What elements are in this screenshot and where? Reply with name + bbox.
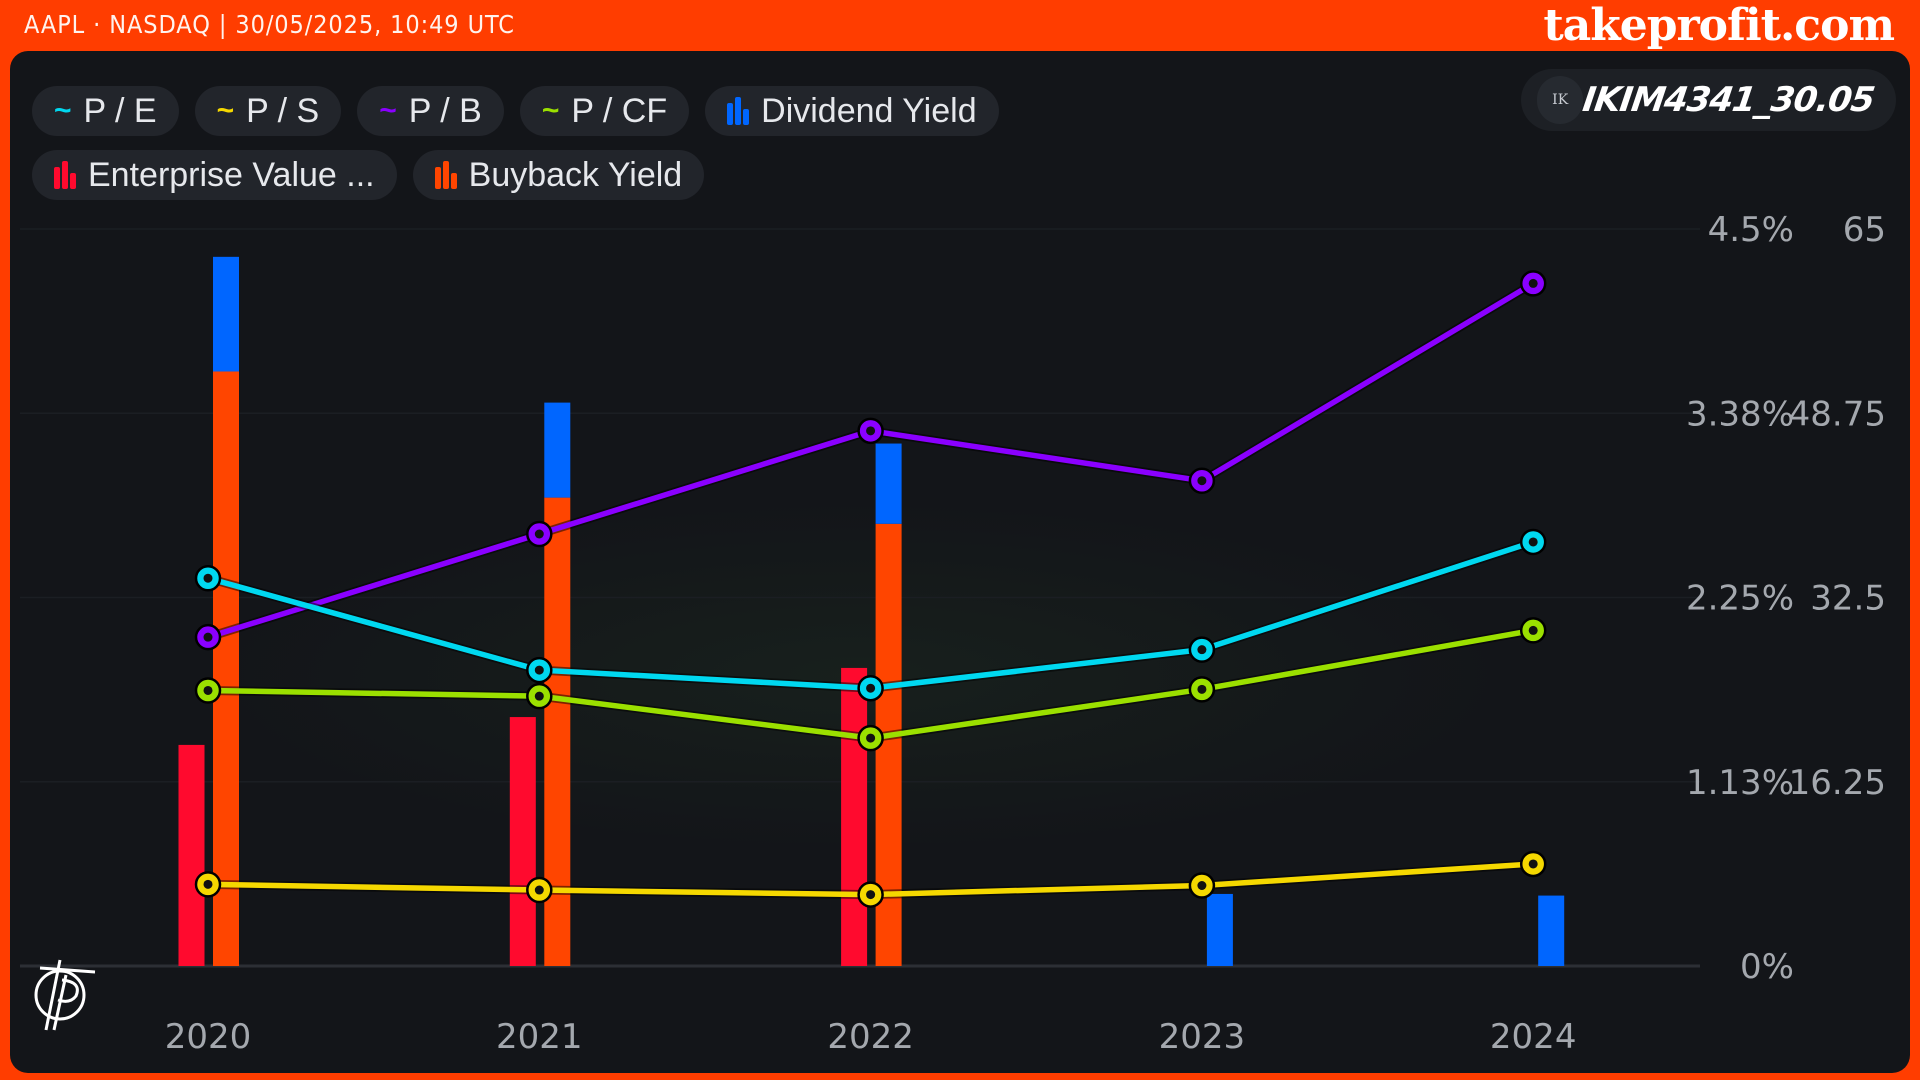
legend-chip[interactable]: Buyback Yield (412, 150, 705, 200)
user-badge[interactable]: IK IKIM4341_30.05 (1521, 69, 1896, 131)
x-axis-tick: 2023 (1159, 1017, 1246, 1057)
legend-chip[interactable]: ~ P / B (357, 86, 504, 136)
point-center-pcf (1197, 684, 1207, 694)
left-axis-tick: 3.38% (1686, 394, 1794, 434)
legend-label: P / E (83, 91, 157, 130)
bars-icon (727, 97, 750, 125)
legend-chip[interactable]: ~ P / CF (519, 86, 690, 136)
point-center-pb (1197, 476, 1207, 486)
point-center-pcf (203, 685, 213, 695)
chart-panel: ~ P / E ~ P / S ~ P / B ~ P / CF Dividend Yield E… (10, 51, 1910, 1073)
bar-dividend-yield (544, 402, 571, 498)
legend-label: Dividend Yield (761, 91, 977, 130)
legend: ~ P / E ~ P / S ~ P / B ~ P / CF Dividend Yield E… (32, 86, 1132, 200)
legend-label: Buyback Yield (468, 155, 683, 194)
point-center-pb (1528, 278, 1538, 288)
point-center-ps (1197, 880, 1207, 890)
point-center-pe (866, 683, 876, 693)
bar-dividend-yield (213, 256, 239, 372)
legend-label: P / S (246, 91, 320, 130)
line-icon: ~ (54, 94, 72, 127)
legend-label: P / B (408, 91, 482, 130)
line-pb (207, 281, 1535, 640)
bar-dividend-yield (1206, 893, 1233, 966)
bar-dividend-yield (875, 443, 902, 524)
x-axis-tick: 2021 (496, 1017, 583, 1057)
point-center-pe (203, 573, 213, 583)
point-center-pcf (866, 733, 876, 743)
line-icon: ~ (541, 94, 560, 127)
topbar-title: AAPL · NASDAQ | 30/05/2025, 10:49 UTC (24, 10, 515, 39)
point-center-ps (534, 885, 544, 895)
bar-dividend-yield (1538, 895, 1565, 966)
point-center-ps (203, 879, 213, 889)
point-center-ps (866, 890, 876, 900)
right-axis-tick: 32.5 (1810, 579, 1886, 619)
left-axis-tick: 2.25% (1686, 579, 1794, 619)
right-axis-tick: 16.25 (1789, 763, 1886, 803)
point-center-pb (866, 426, 876, 436)
x-axis-tick: 2024 (1490, 1017, 1577, 1057)
left-axis-tick: 0% (1740, 947, 1794, 987)
x-axis-tick: 2022 (827, 1017, 914, 1057)
line-icon: ~ (216, 94, 235, 127)
line-icon: ~ (379, 94, 397, 127)
bars-icon (54, 161, 76, 189)
x-axis-tick: 2020 (165, 1017, 252, 1057)
point-center-pcf (1528, 625, 1538, 635)
point-center-pb (534, 529, 544, 539)
takeprofit-logo-icon (34, 959, 96, 1031)
right-axis-tick: 65 (1843, 210, 1886, 250)
bar-enterprise-value (178, 744, 205, 966)
legend-label: P / CF (571, 91, 668, 130)
legend-chip[interactable]: ~ P / E (32, 86, 179, 136)
bar-buyback-yield (213, 371, 239, 966)
point-center-pcf (534, 691, 544, 701)
legend-chip[interactable]: Dividend Yield (705, 86, 999, 136)
left-axis-tick: 4.5% (1708, 210, 1794, 250)
legend-chip[interactable]: Enterprise Value ... (32, 150, 397, 200)
left-axis-tick: 1.13% (1686, 763, 1794, 803)
legend-chip[interactable]: ~ P / S (194, 86, 342, 136)
point-center-pe (1528, 537, 1538, 547)
right-axis-tick: 48.75 (1789, 394, 1886, 434)
brand-logo[interactable]: takeprofit.com (1543, 0, 1895, 51)
point-center-pb (203, 632, 213, 642)
point-center-pe (1197, 645, 1207, 655)
bars-icon (434, 161, 457, 189)
point-center-pe (534, 665, 544, 675)
point-center-ps (1528, 859, 1538, 869)
bar-enterprise-value (841, 667, 868, 966)
line-shadow-pb (206, 279, 1536, 642)
avatar: IK (1537, 76, 1584, 124)
legend-label: Enterprise Value ... (88, 155, 375, 194)
bar-enterprise-value (509, 717, 536, 966)
